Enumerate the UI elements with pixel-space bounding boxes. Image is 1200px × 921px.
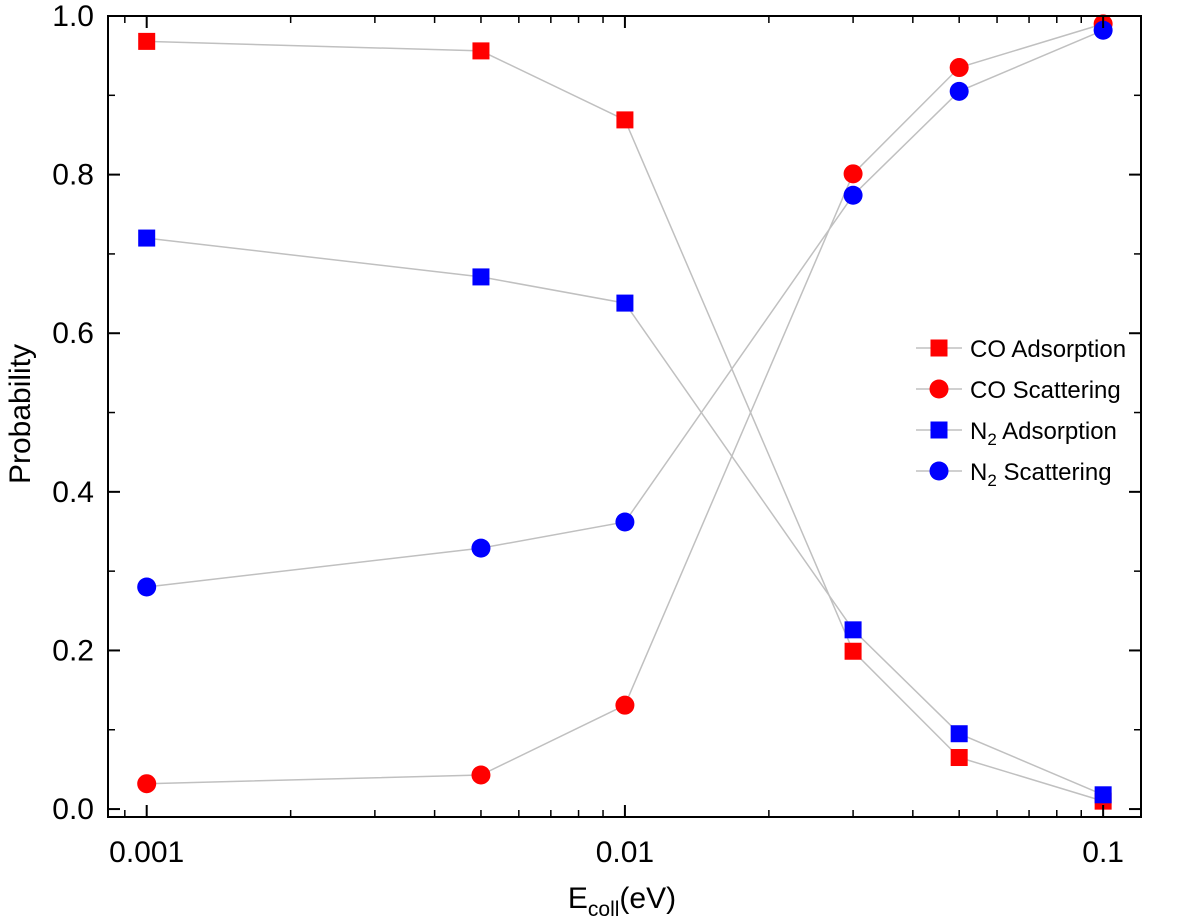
data-point xyxy=(137,774,157,794)
data-point xyxy=(471,538,491,558)
data-point xyxy=(615,512,635,532)
data-point xyxy=(843,185,863,205)
legend: CO Adsorption CO Scattering N2 Adsorption N… xyxy=(916,336,1126,490)
x-axis-tick-labels: 0.001 0.01 0.1 xyxy=(109,836,1124,869)
data-point xyxy=(844,642,862,660)
data-point xyxy=(471,765,491,785)
data-point xyxy=(472,268,490,286)
legend-marker xyxy=(929,379,949,399)
data-point xyxy=(949,81,969,101)
y-tick-label: 1.0 xyxy=(52,0,94,33)
data-point xyxy=(616,294,634,312)
legend-entry-label: N2 Scattering xyxy=(970,459,1112,490)
y-tick-label: 0.4 xyxy=(52,476,94,509)
data-point xyxy=(615,695,635,715)
y-tick-label: 0.8 xyxy=(52,159,94,192)
x-axis-label: Ecoll(eV) xyxy=(568,882,676,921)
data-point xyxy=(137,577,157,597)
legend-entry-label: CO Scattering xyxy=(970,377,1121,404)
data-point xyxy=(844,621,862,639)
y-tick-label: 0.6 xyxy=(52,317,94,350)
x-tick-label: 0.01 xyxy=(596,836,654,869)
legend-entry-label: N2 Adsorption xyxy=(970,418,1117,449)
legend-marker xyxy=(930,421,948,439)
y-axis-ticks xyxy=(108,15,1141,811)
data-point xyxy=(1094,786,1112,804)
data-point xyxy=(138,229,156,247)
x-tick-label: 0.001 xyxy=(109,836,184,869)
y-tick-label: 0.0 xyxy=(52,793,94,826)
data-point xyxy=(138,32,156,50)
y-tick-label: 0.2 xyxy=(52,634,94,667)
series-line xyxy=(146,29,1104,588)
legend-entry-label: CO Adsorption xyxy=(970,336,1126,363)
series-line xyxy=(146,40,1104,802)
legend-marker xyxy=(929,461,949,481)
series-line xyxy=(146,237,1104,796)
y-axis-label: Probability xyxy=(4,344,37,484)
x-axis-ticks xyxy=(124,16,1105,817)
data-point xyxy=(950,725,968,743)
data-point xyxy=(949,58,969,78)
series-markers xyxy=(137,14,1113,810)
data-point xyxy=(1093,20,1113,40)
data-point xyxy=(950,749,968,767)
data-point xyxy=(616,111,634,129)
series-line xyxy=(146,23,1104,785)
data-point xyxy=(843,164,863,184)
series-lines xyxy=(146,23,1104,802)
legend-marker xyxy=(930,339,948,357)
data-point xyxy=(472,42,490,60)
y-axis-tick-labels: 0.0 0.2 0.4 0.6 0.8 1.0 xyxy=(52,0,94,826)
x-tick-label: 0.1 xyxy=(1082,836,1124,869)
